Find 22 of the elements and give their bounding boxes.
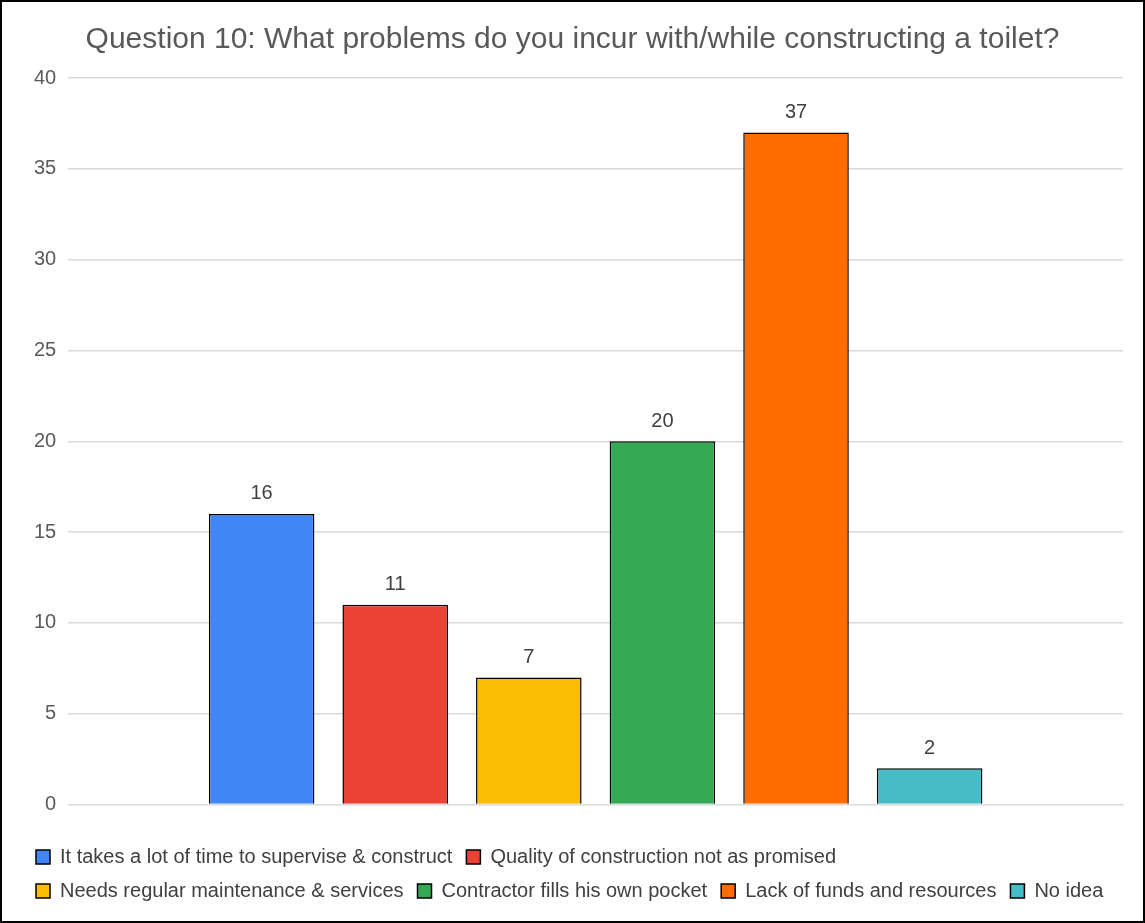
y-tick-label: 35 [34, 156, 57, 179]
y-tick-label: 40 [34, 65, 57, 88]
data-label: 37 [784, 100, 808, 123]
chart-title: Question 10: What problems do you incur with/while constructing a toilet? [85, 21, 1060, 55]
data-label: 20 [651, 408, 674, 431]
legend-label: No idea [1034, 878, 1105, 901]
data-label: 7 [523, 644, 535, 667]
y-tick-label: 15 [34, 519, 57, 542]
data-label: 16 [250, 481, 273, 504]
legend-label: Needs regular maintenance & services [60, 878, 404, 901]
y-tick-label: 0 [45, 792, 57, 815]
y-tick-label: 10 [34, 610, 57, 633]
legend-label: Contractor fills his own pocket [441, 878, 708, 901]
y-tick-label: 25 [34, 337, 57, 360]
y-tick-label: 20 [34, 428, 57, 451]
legend-label: Lack of funds and resources [745, 878, 997, 901]
legend-label: Quality of construction not as promised [490, 844, 837, 867]
data-label: 2 [924, 735, 936, 758]
data-label: 11 [384, 572, 406, 595]
legend-label: It takes a lot of time to supervise & construct [60, 844, 453, 867]
y-tick-label: 5 [45, 701, 57, 724]
y-tick-label: 30 [34, 247, 57, 270]
